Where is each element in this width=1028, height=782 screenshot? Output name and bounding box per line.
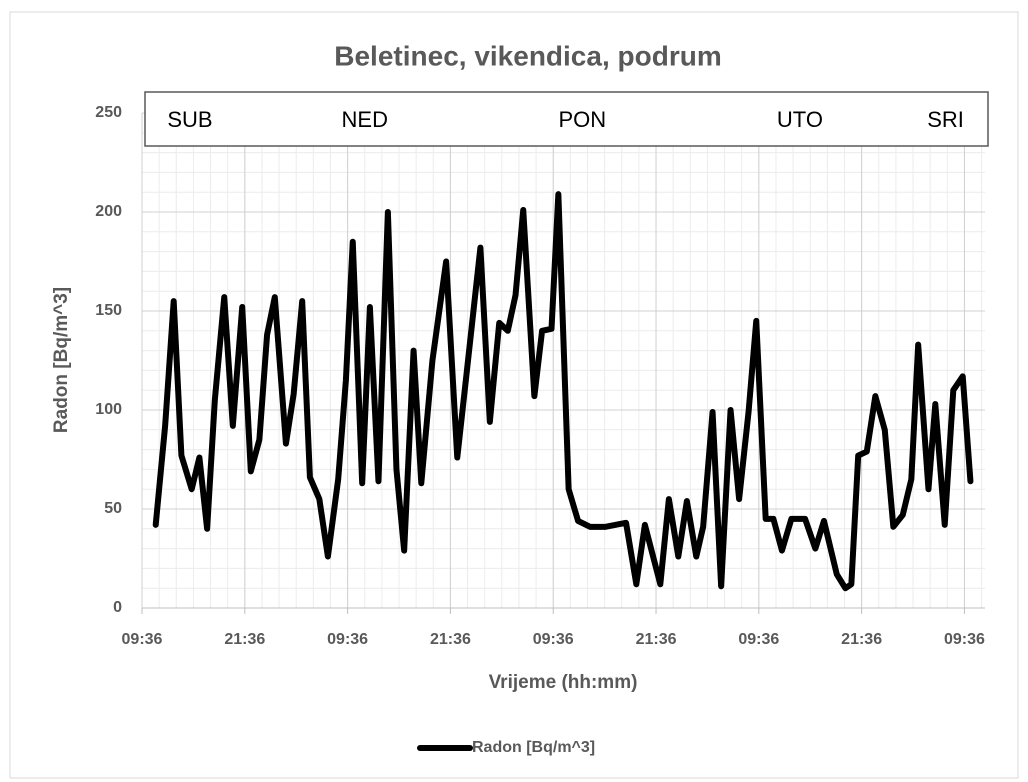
y-axis-label: Radon [Bq/m^3] bbox=[51, 287, 72, 433]
day-label: UTO bbox=[777, 107, 823, 132]
day-box bbox=[144, 91, 989, 147]
x-tick-label: 09:36 bbox=[738, 631, 779, 648]
day-label: NED bbox=[342, 107, 388, 132]
data-line bbox=[152, 191, 974, 592]
x-axis-label: Vrijeme (hh:mm) bbox=[489, 672, 638, 693]
x-tick-label: 21:36 bbox=[841, 631, 882, 648]
x-tick-label: 09:36 bbox=[533, 631, 574, 648]
x-tick-label: 21:36 bbox=[224, 631, 265, 648]
x-tick-label: 09:36 bbox=[944, 631, 985, 648]
legend-label: Radon [Bq/m^3] bbox=[472, 739, 595, 756]
y-tick-label: 50 bbox=[104, 500, 122, 517]
x-tick-label: 21:36 bbox=[430, 631, 471, 648]
day-label: SUB bbox=[167, 107, 212, 132]
x-tick-label: 21:36 bbox=[636, 631, 677, 648]
y-tick-label: 250 bbox=[95, 104, 122, 121]
y-tick-label: 150 bbox=[95, 302, 122, 319]
y-tick-label: 0 bbox=[113, 599, 122, 616]
x-tick-label: 09:36 bbox=[327, 631, 368, 648]
y-tick-label: 100 bbox=[95, 401, 122, 418]
x-tick-label: 09:36 bbox=[122, 631, 163, 648]
day-label: PON bbox=[559, 107, 607, 132]
day-label: SRI bbox=[927, 107, 964, 132]
chart-title: Beletinec, vikendica, podrum bbox=[334, 40, 721, 71]
y-tick-label: 200 bbox=[95, 203, 122, 220]
